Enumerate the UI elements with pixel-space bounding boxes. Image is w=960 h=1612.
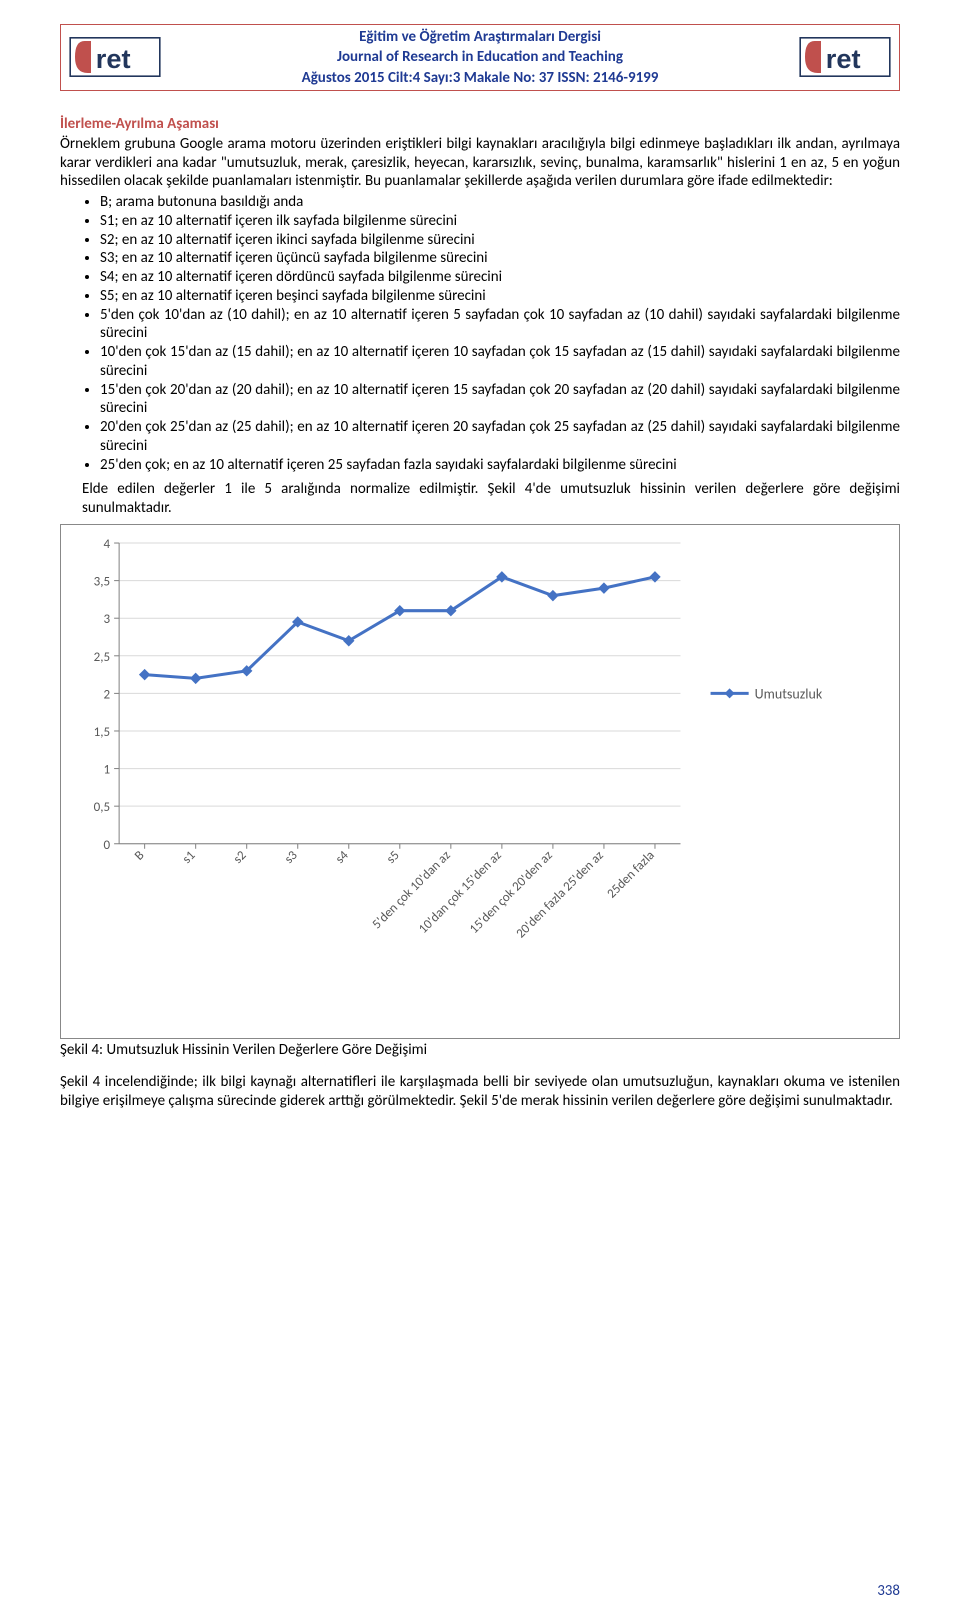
- chart-container: 00,511,522,533,54Bs1s2s3s4s55'den çok 10…: [60, 524, 900, 1039]
- bullet-item: S1; en az 10 alternatif içeren ilk sayfa…: [100, 212, 900, 231]
- svg-text:s4: s4: [333, 847, 352, 866]
- bullet-item: S4; en az 10 alternatif içeren dördüncü …: [100, 268, 900, 287]
- svg-text:0,5: 0,5: [94, 800, 110, 815]
- bullet-item: S2; en az 10 alternatif içeren ikinci sa…: [100, 231, 900, 250]
- bullet-item: 5'den çok 10'dan az (10 dahil); en az 10…: [100, 306, 900, 344]
- svg-text:ret: ret: [826, 44, 861, 75]
- journal-title-block: Eğitim ve Öğretim Araştırmaları Dergisi …: [163, 27, 797, 88]
- svg-text:1: 1: [103, 762, 110, 777]
- svg-text:s2: s2: [231, 847, 250, 866]
- bullet-item: 25'den çok; en az 10 alternatif içeren 2…: [100, 456, 900, 475]
- journal-logo-left: ret: [67, 31, 163, 83]
- svg-text:3,5: 3,5: [94, 574, 110, 589]
- svg-text:s1: s1: [180, 847, 199, 866]
- journal-issue-line: Ağustos 2015 Cilt:4 Sayı:3 Makale No: 37…: [167, 68, 793, 88]
- svg-text:20'den fazla 25'den az: 20'den fazla 25'den az: [513, 848, 606, 941]
- svg-text:1,5: 1,5: [94, 725, 110, 740]
- intro-paragraph: Örneklem grubuna Google arama motoru üze…: [60, 135, 900, 191]
- svg-text:0: 0: [103, 838, 110, 853]
- svg-text:25den fazla: 25den fazla: [604, 848, 657, 901]
- svg-text:B: B: [132, 848, 148, 864]
- section-heading: İlerleme-Ayrılma Aşaması: [60, 115, 900, 133]
- umutsuzluk-line-chart: 00,511,522,533,54Bs1s2s3s4s55'den çok 10…: [69, 533, 891, 1034]
- journal-logo-right: ret: [797, 31, 893, 83]
- bullet-item: B; arama butonuna basıldığı anda: [100, 193, 900, 212]
- svg-text:4: 4: [103, 537, 110, 552]
- logo-text: ret: [96, 44, 131, 75]
- svg-text:Umutsuzluk: Umutsuzluk: [755, 685, 823, 702]
- closing-paragraph: Şekil 4 incelendiğinde; ilk bilgi kaynağ…: [60, 1073, 900, 1111]
- bullet-item: S5; en az 10 alternatif içeren beşinci s…: [100, 287, 900, 306]
- post-bullets-paragraph: Elde edilen değerler 1 ile 5 aralığında …: [60, 480, 900, 518]
- journal-title-en: Journal of Research in Education and Tea…: [167, 47, 793, 67]
- svg-text:2,5: 2,5: [94, 650, 110, 665]
- bullet-item: 15'den çok 20'dan az (20 dahil); en az 1…: [100, 381, 900, 419]
- svg-text:s5: s5: [384, 848, 403, 867]
- svg-text:s3: s3: [282, 847, 301, 866]
- figure-caption: Şekil 4: Umutsuzluk Hissinin Verilen Değ…: [60, 1041, 900, 1059]
- page-number: 338: [877, 1582, 900, 1600]
- journal-header: ret Eğitim ve Öğretim Araştırmaları Derg…: [60, 24, 900, 91]
- bullet-item: S3; en az 10 alternatif içeren üçüncü sa…: [100, 249, 900, 268]
- svg-text:2: 2: [103, 687, 110, 702]
- svg-text:3: 3: [103, 612, 110, 627]
- bullet-item: 20'den çok 25'dan az (25 dahil); en az 1…: [100, 418, 900, 456]
- bullet-list: B; arama butonuna basıldığı andaS1; en a…: [60, 193, 900, 474]
- bullet-item: 10'den çok 15'dan az (15 dahil); en az 1…: [100, 343, 900, 381]
- journal-title-tr: Eğitim ve Öğretim Araştırmaları Dergisi: [167, 27, 793, 47]
